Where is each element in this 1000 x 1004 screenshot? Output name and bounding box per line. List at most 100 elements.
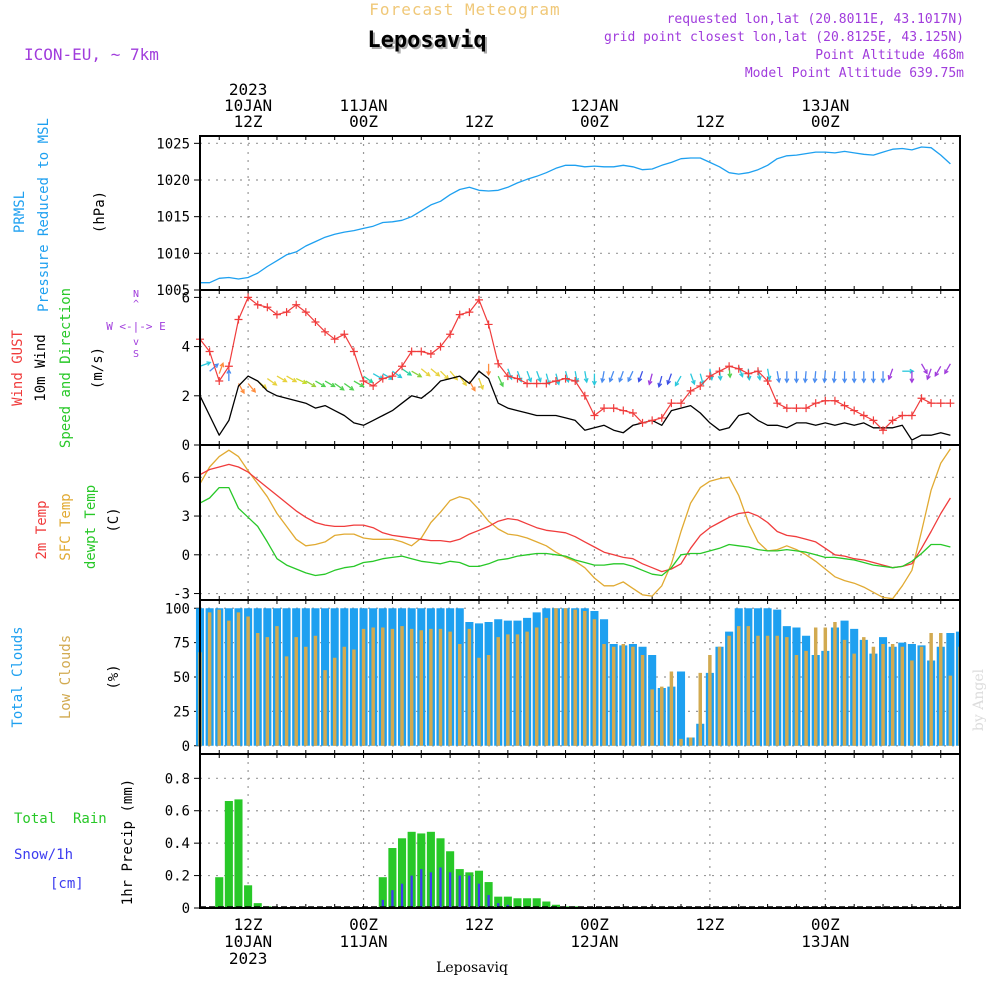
wind-arrow-head — [272, 381, 278, 386]
gust-marker — [840, 401, 849, 410]
gust-marker — [224, 362, 233, 371]
snow-bar — [439, 867, 442, 908]
gust-marker — [628, 409, 637, 418]
low-cloud-bar — [756, 635, 760, 746]
bottom-axis-label: 13JAN — [801, 932, 849, 951]
low-cloud-bar — [265, 637, 270, 746]
wind-arrow-shaft — [920, 363, 928, 374]
compass-up: ^ — [133, 299, 139, 310]
low-cloud-bar — [698, 672, 702, 746]
gust-marker — [455, 310, 464, 319]
precipitation-plot-area — [200, 754, 960, 908]
top-axis-label: 00Z — [349, 112, 378, 131]
low-cloud-bar — [592, 619, 597, 746]
snow-bar — [497, 903, 500, 908]
rain-bar — [542, 901, 551, 908]
gust-marker — [263, 303, 272, 312]
wind-arrow-head — [462, 381, 467, 387]
total-cloud-bar — [955, 631, 960, 746]
wind-arrow-head — [311, 382, 317, 388]
gust-marker — [349, 347, 358, 356]
low-cloud-bar — [304, 646, 308, 746]
gust-marker — [388, 372, 397, 381]
low-cloud-bar — [631, 646, 635, 746]
wind-panel: 0 2 4 6 — [182, 289, 961, 454]
temp-unit-label: (C) — [106, 507, 122, 532]
low-cloud-bar — [332, 657, 337, 746]
bottom-axis-label: 10JAN — [224, 932, 272, 951]
low-cloud-bar — [785, 637, 789, 746]
rain-bar — [532, 898, 541, 908]
wind-arrow-shaft — [305, 380, 316, 388]
wind-arrow-head — [359, 382, 365, 388]
wind-arrow-head — [213, 363, 220, 369]
location-title-main: Leposaviq — [367, 28, 486, 53]
snow-bar — [458, 875, 461, 908]
low-cloud-label: Low Clouds — [58, 635, 74, 719]
wind-arrow-shaft — [324, 380, 335, 388]
wind-arrow — [802, 371, 808, 384]
wind-arrow-head — [471, 386, 476, 392]
wind-arrow-head — [870, 378, 876, 384]
wind-arrow-shaft — [584, 371, 588, 383]
snow-bar — [391, 890, 394, 908]
wind-arrow-head — [320, 382, 327, 388]
wind-arrow — [608, 370, 615, 383]
low-cloud-bar — [275, 626, 279, 746]
pressure-ytick-label: 1010 — [156, 246, 190, 262]
gust-marker — [503, 372, 512, 381]
gust-marker — [782, 404, 791, 413]
low-cloud-bar — [939, 633, 943, 746]
gust-marker — [330, 335, 339, 344]
low-cloud-bar — [765, 635, 770, 746]
gust-marker — [811, 399, 820, 408]
wind-arrow — [526, 370, 533, 383]
gust-marker — [763, 377, 772, 386]
gust-marker — [407, 347, 416, 356]
top-axis-label: 12JAN — [570, 96, 618, 115]
wind-arrow-head — [637, 377, 643, 383]
gust-marker — [532, 379, 541, 388]
temperature-ytick-label: 3 — [182, 509, 190, 525]
wind-arrow — [776, 371, 782, 384]
wind-arrow — [411, 370, 423, 378]
temperature-ytick-label: 6 — [182, 470, 190, 486]
wind-arrow-shaft — [334, 382, 345, 391]
wind-arrow — [674, 375, 682, 387]
gust-marker — [417, 347, 426, 356]
compass-down: v — [133, 337, 139, 348]
pressure-plot-area — [200, 136, 960, 290]
wind-arrow — [401, 368, 413, 376]
gust-marker — [830, 396, 839, 405]
dewpt-line — [199, 486, 951, 577]
rain-bar — [234, 799, 243, 908]
wind-arrow-shaft — [648, 373, 653, 385]
wind-arrow-shaft — [709, 368, 713, 380]
gust-marker — [821, 396, 830, 405]
rain-bar — [503, 896, 512, 908]
wind-arrow-shaft — [738, 366, 744, 377]
wind-arrow — [861, 371, 867, 384]
model-altitude: Model Point Altitude 639.75m — [745, 66, 964, 81]
gust-marker — [580, 391, 589, 400]
temperature-panel: -3 0 3 6 — [173, 444, 961, 603]
precip-unit-label: 1hr Precip (mm) — [120, 779, 136, 905]
wind-arrow — [793, 371, 799, 384]
rain-bar — [378, 877, 387, 908]
wind-arrow — [343, 382, 355, 391]
prmsl-label: PRMSL — [12, 191, 28, 233]
wind-arrow-head — [407, 371, 413, 376]
pressure-ytick-label: 1005 — [156, 283, 190, 299]
wind-arrow-shaft — [833, 371, 836, 383]
gust-marker — [879, 426, 888, 435]
wind-arrow — [934, 365, 942, 377]
low-cloud-bar — [929, 633, 933, 746]
low-cloud-bar — [852, 653, 856, 746]
wind-arrow-head — [206, 361, 212, 366]
sfc-temp-line — [199, 448, 951, 600]
wind-arrow-head — [486, 370, 492, 377]
temperature-ytick-label: -3 — [173, 587, 190, 603]
gust-marker — [369, 381, 378, 390]
wind-ytick-label: 4 — [182, 340, 190, 356]
